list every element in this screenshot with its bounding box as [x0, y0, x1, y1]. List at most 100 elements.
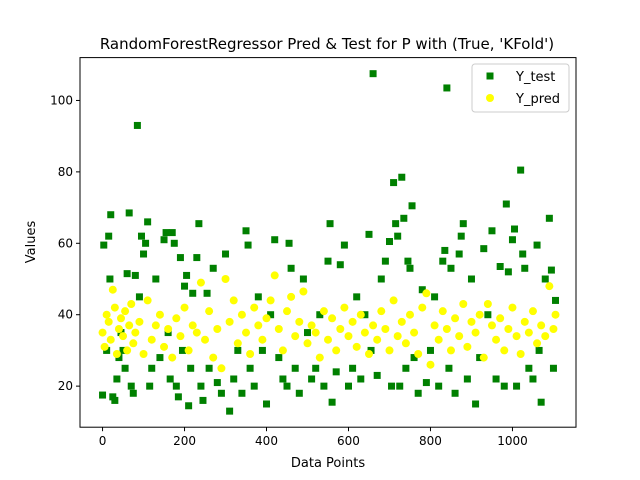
- data-point-pred: [237, 310, 246, 319]
- data-point-pred: [430, 321, 439, 330]
- x-axis: 0 200 400 600 800 1000: [99, 427, 528, 448]
- data-point-pred: [446, 346, 455, 355]
- data-point-pred: [270, 271, 279, 280]
- legend: Y_test Y_pred: [471, 63, 570, 113]
- data-point-pred: [504, 324, 513, 333]
- x-axis-label: Data Points: [291, 456, 365, 471]
- data-point-test: [484, 311, 492, 319]
- data-point-test: [519, 250, 527, 258]
- data-point-test: [496, 263, 504, 271]
- data-point-pred: [315, 353, 324, 362]
- data-point-pred: [545, 282, 554, 291]
- y-tick-label: 40: [58, 308, 73, 322]
- data-point-pred: [266, 296, 275, 305]
- data-point-pred: [551, 310, 560, 319]
- data-point-test: [400, 214, 408, 222]
- data-point-test: [344, 382, 352, 390]
- data-point-test: [431, 293, 439, 301]
- data-point-test: [369, 70, 377, 78]
- y-tick-label: 100: [50, 93, 73, 107]
- data-point-pred: [311, 328, 320, 337]
- data-point-test: [105, 232, 113, 240]
- data-point-pred: [151, 321, 160, 330]
- data-point-test: [435, 382, 443, 390]
- data-point-test: [390, 179, 398, 187]
- data-point-pred: [233, 339, 242, 348]
- data-point-pred: [377, 307, 386, 316]
- data-point-pred: [278, 346, 287, 355]
- data-point-test: [332, 368, 340, 376]
- data-point-pred: [205, 307, 214, 316]
- data-point-test: [408, 202, 416, 210]
- data-point-test: [445, 364, 453, 372]
- data-point-test: [367, 346, 375, 354]
- data-point-test: [170, 239, 178, 247]
- data-point-pred: [426, 360, 435, 369]
- data-point-test: [234, 346, 242, 354]
- data-point-pred: [340, 303, 349, 312]
- data-point-pred: [520, 317, 529, 326]
- data-point-test: [414, 389, 422, 397]
- data-point-pred: [246, 349, 255, 358]
- legend-label: Y_pred: [515, 92, 560, 107]
- data-point-pred: [434, 335, 443, 344]
- data-point-test: [312, 364, 320, 372]
- data-point-pred: [348, 317, 357, 326]
- data-point-pred: [356, 310, 365, 319]
- data-point-test: [439, 257, 447, 265]
- data-point-pred: [303, 339, 312, 348]
- data-point-test: [178, 346, 186, 354]
- data-point-test: [279, 375, 287, 383]
- data-point-pred: [123, 346, 132, 355]
- data-point-test: [123, 270, 131, 278]
- data-point-test: [406, 264, 414, 272]
- data-point-test: [426, 346, 434, 354]
- legend-marker-pred: [486, 94, 494, 102]
- data-point-test: [326, 220, 334, 228]
- data-point-test: [463, 375, 471, 383]
- data-point-test: [106, 275, 114, 283]
- data-point-pred: [500, 346, 509, 355]
- chart-title: RandomForestRegressor Pred & Test for P …: [100, 35, 554, 53]
- data-point-test: [480, 245, 488, 253]
- data-point-test: [472, 400, 480, 408]
- data-point-pred: [422, 289, 431, 298]
- data-point-test: [521, 264, 529, 272]
- data-point-pred: [229, 296, 238, 305]
- data-point-test: [129, 389, 137, 397]
- data-point-test: [107, 211, 115, 219]
- data-point-test: [111, 396, 119, 404]
- data-point-test: [455, 250, 463, 258]
- data-point-test: [250, 382, 258, 390]
- data-point-test: [258, 346, 266, 354]
- data-point-pred: [184, 346, 193, 355]
- data-point-pred: [129, 339, 138, 348]
- data-point-pred: [516, 349, 525, 358]
- data-point-test: [418, 286, 426, 294]
- data-point-test: [246, 364, 254, 372]
- data-point-pred: [108, 285, 117, 294]
- x-tick-label: 400: [255, 434, 278, 448]
- data-point-pred: [344, 332, 353, 341]
- data-point-test: [168, 229, 176, 237]
- data-point-test: [500, 382, 508, 390]
- data-point-test: [166, 375, 174, 383]
- data-point-pred: [291, 332, 300, 341]
- data-point-pred: [537, 321, 546, 330]
- data-point-pred: [106, 335, 115, 344]
- data-point-test: [404, 257, 412, 265]
- x-tick-label: 600: [337, 434, 360, 448]
- data-point-pred: [541, 332, 550, 341]
- data-point-pred: [155, 310, 164, 319]
- data-point-pred: [131, 328, 140, 337]
- data-point-test: [517, 166, 525, 174]
- data-point-pred: [119, 332, 128, 341]
- data-point-test: [533, 241, 541, 249]
- data-point-test: [100, 241, 108, 249]
- data-point-pred: [336, 324, 345, 333]
- data-point-pred: [160, 342, 169, 351]
- data-point-test: [385, 238, 393, 246]
- data-point-test: [156, 354, 164, 362]
- data-point-test: [295, 389, 303, 397]
